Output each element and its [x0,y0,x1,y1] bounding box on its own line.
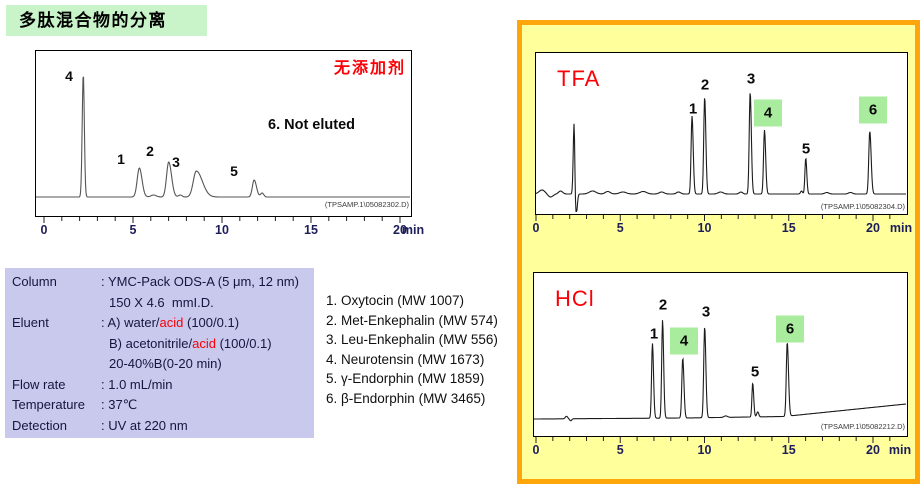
x-axis-ticks [535,215,891,221]
x-tick-label: 20 [866,443,880,457]
condition-label: Column [12,274,57,289]
condition-row: Column : YMC-Pack ODS-A (5 μm, 12 nm) [12,272,314,293]
peak-label-5: 5 [801,140,811,158]
condition-label [12,354,101,375]
condition-value: : YMC-Pack ODS-A (5 μm, 12 nm) [101,274,299,289]
x-axis-unit: min [401,223,425,237]
x-tick-label: 0 [532,221,540,235]
condition-value: : 1.0 mL/min [101,376,173,392]
condition-row: Eluent : A) water/acid (100/0.1) [12,313,314,334]
x-tick-label: 15 [304,223,318,237]
chromatogram-curve [36,76,410,198]
condition-value: : UV at 220 nm [101,417,188,433]
condition-label: Eluent [12,315,49,330]
x-tick-label: 15 [781,221,796,235]
condition-value: 20-40%B(0-20 min) [109,356,222,371]
signal-trace [36,76,410,198]
condition-row: B) acetonitrile/acid (100/0.1) [12,334,314,355]
condition-value: 150 X 4.6 mmI.D. [109,294,214,310]
chart-annotation-no-additive: 无添加剂 [333,60,406,77]
condition-row: Flow rate : 1.0 mL/min [12,375,314,396]
peak-label-1: 1 [117,151,125,167]
x-axis-unit: min [888,443,912,457]
x-tick-label: 0 [40,223,48,237]
x-axis: 0 5 10 15 20 min [533,437,924,461]
x-tick-label: 10 [697,443,712,457]
x-axis-ticks [535,437,891,443]
peak-label-1: 1 [649,325,659,343]
condition-value: : A) water/acid (100/0.1) [101,315,240,330]
condition-row: Temperature : 37℃ [12,395,314,416]
condition-label [12,293,101,314]
peak-label-6: 6 [776,315,804,343]
x-axis: 0 5 10 15 20 min [35,217,427,241]
chart-title-hcl: HCl [555,286,595,311]
x-axis-ticks [43,217,401,223]
x-tick-label: 5 [616,221,624,235]
data-file-label: (TPSAMP.1\05082304.D) [820,202,905,211]
list-item: 4. Neurotensin (MW 1673) [326,351,485,367]
peak-label-2: 2 [658,296,668,314]
condition-label: Temperature [12,397,85,412]
peak-label-3: 3 [701,303,711,321]
signal-trace [534,320,906,422]
x-tick-label: 20 [866,221,880,235]
list-item: 2. Met-Enkephalin (MW 574) [326,312,498,328]
page-title: 多肽混合物的分离 [6,5,207,36]
x-tick-label: 0 [532,443,540,457]
peak-label-4: 4 [754,99,782,127]
peak-label-6: 6 [859,96,887,124]
x-axis-unit: min [889,221,913,235]
data-file-label: (TPSAMP.1\05082212.D) [820,422,905,431]
chromatogram-curve [536,93,906,213]
peak-label-5: 5 [230,163,238,179]
chromatogram-curve [534,320,906,422]
peak-label-1: 1 [688,100,698,118]
list-item: 3. Leu-Enkephalin (MW 556) [326,332,498,347]
peak-label-2: 2 [146,143,154,159]
x-tick-label: 5 [616,443,624,457]
condition-value: B) acetonitrile/acid (100/0.1) [109,335,272,351]
x-tick-label: 10 [697,221,712,235]
condition-value: : 37℃ [101,397,138,412]
condition-label [12,334,101,355]
peptide-list: 1. Oxytocin (MW 1007) 2. Met-Enkephalin … [326,291,498,408]
condition-label: Detection [12,417,67,433]
x-axis: 0 5 10 15 20 min [532,215,924,239]
chromatogram-no-additive: 无添加剂 6. Not eluted (TPSAMP.1\05082302.D)… [35,50,427,246]
plot-area: 无添加剂 6. Not eluted (TPSAMP.1\05082302.D)… [35,50,412,217]
condition-row: 150 X 4.6 mmI.D. [12,293,314,314]
peak-label-3: 3 [746,70,756,88]
x-tick-label: 20 [393,223,407,237]
data-file-label: (TPSAMP.1\05082302.D) [324,200,409,209]
peak-label-4: 4 [65,68,73,84]
signal-trace [536,93,906,213]
peak-label-4: 4 [670,327,698,355]
peak-label-5: 5 [750,363,760,381]
chart-title-tfa: TFA [557,66,601,91]
x-tick-label: 15 [781,443,796,457]
list-item: 5. γ-Endorphin (MW 1859) [326,371,485,386]
not-eluted-note: 6. Not eluted [268,117,356,133]
x-tick-label: 5 [129,223,137,237]
conditions-table: Column : YMC-Pack ODS-A (5 μm, 12 nm) 150 … [5,268,314,438]
list-item: 1. Oxytocin (MW 1007) [326,293,465,308]
peak-label-3: 3 [172,154,180,170]
peak-label-2: 2 [700,76,710,94]
condition-label: Flow rate [12,376,66,392]
x-tick-label: 10 [215,223,229,237]
list-item: 6. β-Endorphin (MW 3465) [326,390,486,406]
condition-row: 20-40%B(0-20 min) [12,354,314,375]
condition-row: Detection : UV at 220 nm [12,416,314,437]
